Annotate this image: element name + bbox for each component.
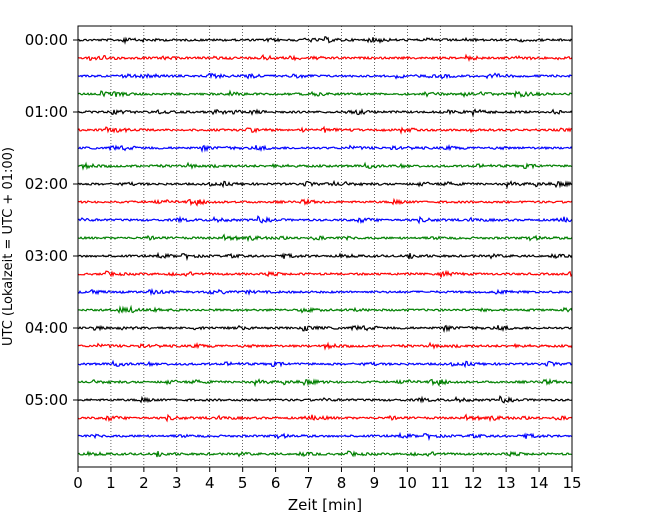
y-tick-label: 02:00 (25, 175, 68, 193)
trace-0530 (77, 431, 573, 442)
y-tick-label: 01:00 (25, 103, 68, 121)
trace-0200 (77, 179, 573, 190)
trace-0000 (77, 35, 573, 45)
trace-0030 (77, 72, 573, 80)
x-axis-label: Zeit [min] (288, 496, 362, 514)
x-tick-label: 12 (464, 474, 483, 492)
trace-0215 (77, 197, 573, 207)
x-tick-label: 0 (73, 474, 83, 492)
x-tick-label: 11 (431, 474, 450, 492)
trace-0230 (77, 215, 573, 225)
trace-0415 (77, 341, 573, 351)
trace-0015 (77, 53, 573, 62)
trace-0430 (77, 359, 573, 369)
x-tick-label: 8 (337, 474, 347, 492)
y-axis-label: UTC (Lokalzeit = UTC + 01:00) (1, 147, 16, 346)
grid-lines (110, 26, 540, 467)
trace-0145 (77, 161, 573, 171)
x-tick-label: 9 (370, 474, 380, 492)
y-tick-label: 03:00 (25, 247, 68, 265)
x-tick-label: 4 (205, 474, 215, 492)
plot-frame (77, 25, 573, 468)
trace-0445 (77, 377, 573, 388)
trace-0545 (77, 450, 573, 458)
x-tick-label: 2 (139, 474, 149, 492)
trace-0100 (77, 108, 573, 118)
trace-0130 (77, 144, 573, 153)
trace-0330 (77, 287, 573, 296)
y-tick-label: 05:00 (25, 391, 68, 409)
x-tick-label: 3 (172, 474, 182, 492)
x-tick-label: 10 (398, 474, 417, 492)
trace-0400 (77, 324, 573, 333)
x-axis-ticks: 0 1 2 3 4 5 6 7 8 9 10 11 12 13 14 15 (73, 467, 582, 492)
x-tick-label: 15 (562, 474, 581, 492)
trace-0515 (77, 413, 573, 423)
trace-0115 (77, 125, 573, 135)
y-axis-ticks: 00:00 01:00 02:00 03:00 04:00 05:00 (25, 31, 78, 409)
x-tick-label: 1 (106, 474, 116, 492)
x-tick-label: 6 (271, 474, 281, 492)
x-tick-label: 5 (238, 474, 248, 492)
trace-0300 (77, 251, 573, 262)
seismic-traces (77, 35, 573, 458)
trace-0315 (77, 269, 573, 278)
x-tick-label: 7 (304, 474, 314, 492)
x-tick-label: 13 (497, 474, 516, 492)
trace-0345 (77, 304, 573, 315)
x-tick-label: 14 (530, 474, 549, 492)
trace-0045 (77, 89, 573, 99)
y-tick-label: 00:00 (25, 31, 68, 49)
trace-0500 (77, 395, 573, 404)
trace-0245 (77, 233, 573, 243)
y-tick-label: 04:00 (25, 319, 68, 337)
